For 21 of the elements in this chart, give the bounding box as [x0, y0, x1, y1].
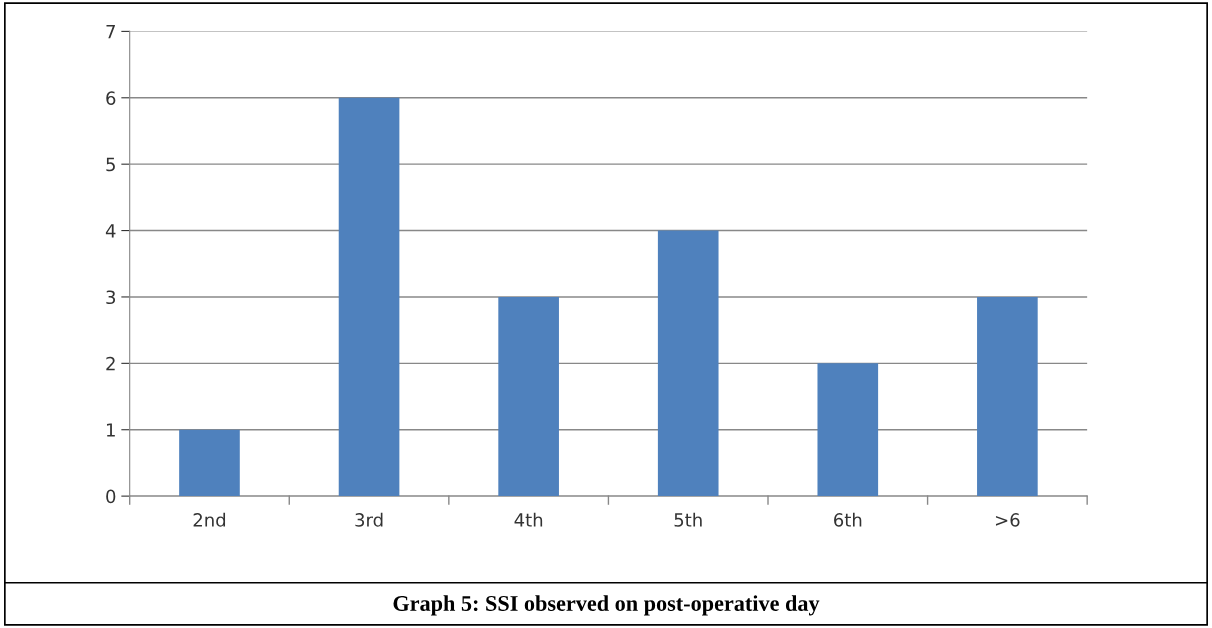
x-tick-label: 5th — [674, 512, 702, 527]
bar — [977, 296, 1038, 497]
bar — [179, 429, 240, 497]
bar — [498, 296, 559, 497]
y-tick-label: 2 — [106, 356, 115, 371]
x-tick-label: 6th — [834, 512, 862, 527]
y-tick-label: 5 — [106, 157, 115, 172]
y-tick-label: 3 — [106, 290, 116, 305]
y-tick-label: 6 — [106, 91, 116, 105]
y-tick-label: 4 — [105, 224, 116, 238]
x-tick-label: 3rd — [355, 512, 383, 527]
bar — [338, 97, 400, 497]
bar — [657, 230, 719, 497]
x-tick-label: 4th — [514, 512, 543, 527]
bar — [817, 363, 879, 497]
x-tick-label: >6 — [995, 513, 1020, 527]
y-tick-label: 1 — [106, 423, 115, 437]
y-tick-label: 7 — [106, 25, 115, 39]
text: Graph 5: SSI observed on post-operative day — [393, 595, 820, 616]
x-tick-label: 2nd — [193, 512, 226, 527]
y-tick-label: 0 — [106, 489, 116, 504]
